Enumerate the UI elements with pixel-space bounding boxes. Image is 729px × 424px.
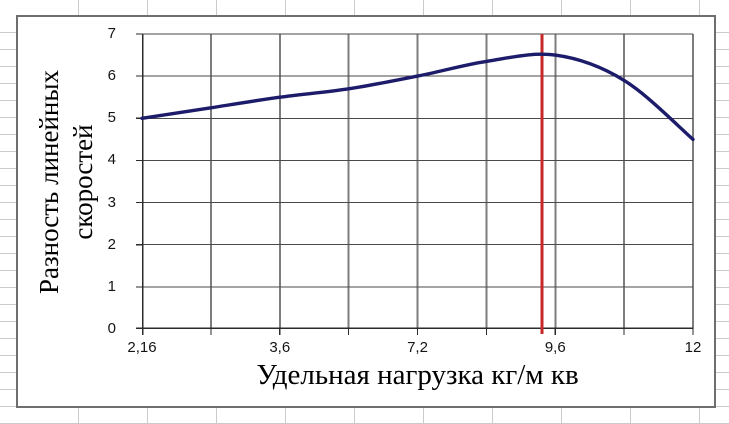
y-tick-label: 3 xyxy=(107,193,116,211)
y-tick-label: 6 xyxy=(107,67,116,85)
plot-area xyxy=(136,33,695,335)
series-curve xyxy=(140,52,695,142)
y-tick-label: 7 xyxy=(107,25,116,42)
y-tick-label: 5 xyxy=(107,109,116,127)
y-tick-label: 0 xyxy=(107,320,116,337)
x-tick-label: 12 xyxy=(684,339,702,356)
x-axis-tick-labels: 2,16 3,6 7,2 9,6 12 xyxy=(127,339,701,357)
plot-svg xyxy=(136,33,695,335)
x-axis-title: Удельная нагрузка кг/м кв xyxy=(256,359,579,391)
y-tick-label: 4 xyxy=(107,151,116,169)
y-axis-tick-labels: 0 1 2 3 4 5 6 7 xyxy=(68,26,116,337)
x-tick-label: 7,2 xyxy=(407,339,428,356)
y-axis-title-line-1: Разность линейных xyxy=(34,69,64,295)
y-tick-label: 1 xyxy=(107,277,116,295)
y-tick-label: 2 xyxy=(107,235,116,253)
x-tick-label: 9,6 xyxy=(544,339,566,356)
x-tick-label: 3,6 xyxy=(269,339,291,356)
x-tick-label: 2,16 xyxy=(127,339,157,356)
